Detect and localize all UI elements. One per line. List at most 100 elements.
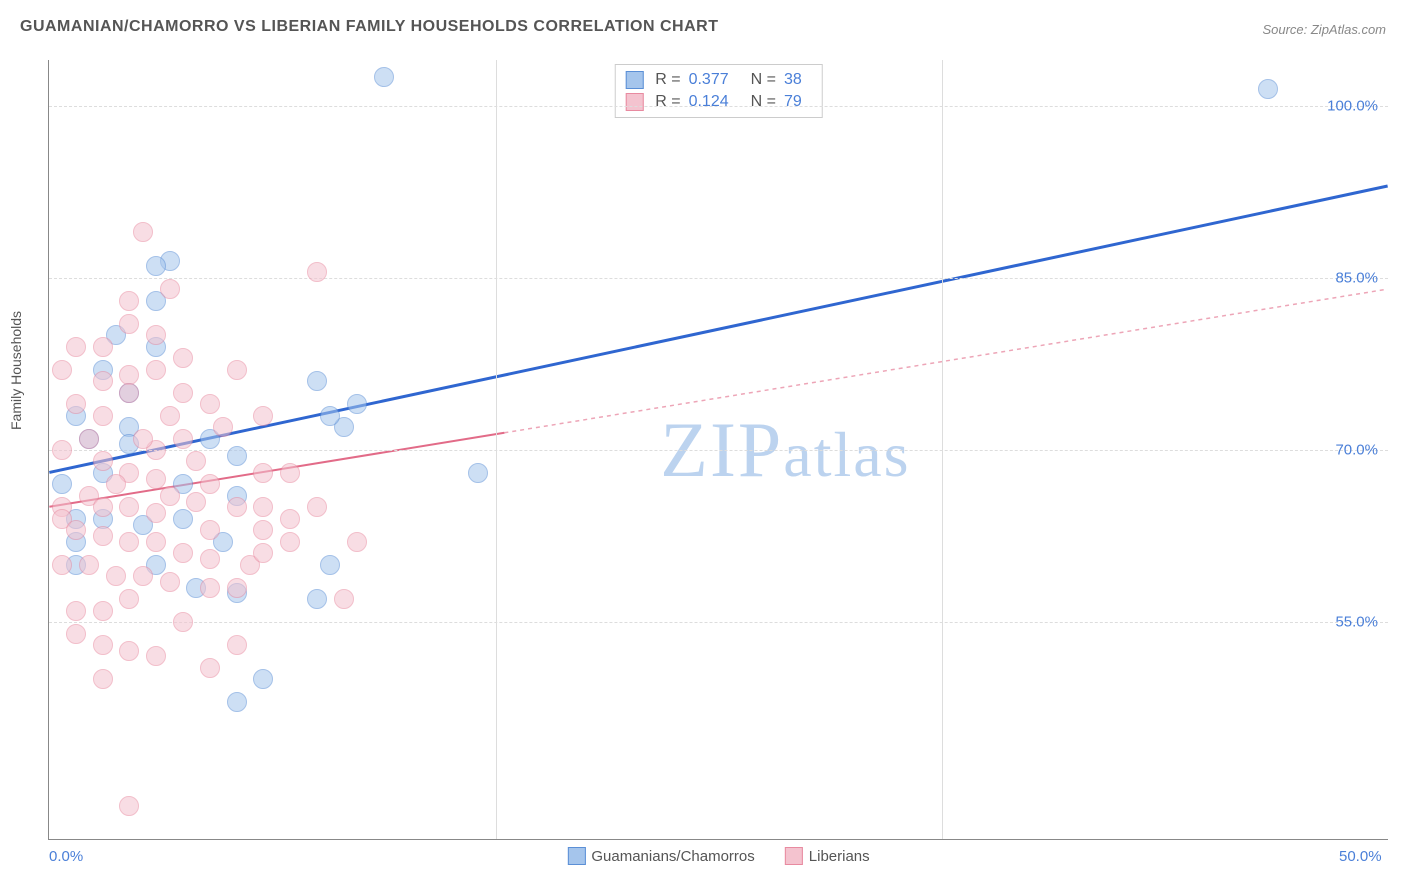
data-point [307, 371, 327, 391]
data-point [93, 669, 113, 689]
data-point [160, 279, 180, 299]
data-point [227, 446, 247, 466]
data-point [66, 520, 86, 540]
data-point [280, 463, 300, 483]
data-point [66, 394, 86, 414]
data-point [160, 572, 180, 592]
data-point [468, 463, 488, 483]
trend-line-solid [49, 433, 504, 507]
data-point [93, 451, 113, 471]
gridline-h [49, 450, 1388, 451]
data-point [133, 429, 153, 449]
data-point [347, 394, 367, 414]
stats-legend-box: R =0.377N =38R =0.124N =79 [614, 64, 823, 118]
xtick-label: 50.0% [1339, 848, 1382, 865]
bottom-legend: Guamanians/Chamorros Liberians [567, 847, 869, 865]
data-point [52, 360, 72, 380]
ytick-label: 55.0% [1335, 614, 1378, 631]
data-point [146, 532, 166, 552]
data-point [146, 503, 166, 523]
data-point [186, 492, 206, 512]
data-point [200, 520, 220, 540]
stat-n-label: N = [751, 93, 776, 111]
xtick-label: 0.0% [49, 848, 83, 865]
data-point [160, 486, 180, 506]
data-point [119, 796, 139, 816]
data-point [173, 612, 193, 632]
data-point [200, 474, 220, 494]
data-point [119, 383, 139, 403]
data-point [253, 497, 273, 517]
data-point [119, 497, 139, 517]
data-point [52, 555, 72, 575]
data-point [146, 256, 166, 276]
data-point [133, 566, 153, 586]
data-point [1258, 79, 1278, 99]
data-point [146, 325, 166, 345]
data-point [66, 601, 86, 621]
ytick-label: 70.0% [1335, 442, 1378, 459]
legend-swatch [625, 93, 643, 111]
legend-label: Liberians [809, 848, 870, 865]
data-point [119, 532, 139, 552]
data-point [280, 532, 300, 552]
data-point [173, 348, 193, 368]
data-point [253, 406, 273, 426]
y-axis-label: Family Households [8, 311, 24, 430]
data-point [93, 635, 113, 655]
data-point [173, 543, 193, 563]
source-label: Source: ZipAtlas.com [1262, 22, 1386, 37]
stat-n-value: 38 [784, 71, 802, 89]
data-point [79, 555, 99, 575]
chart-title: GUAMANIAN/CHAMORRO VS LIBERIAN FAMILY HO… [20, 18, 719, 36]
data-point [52, 474, 72, 494]
stat-r-value: 0.377 [689, 71, 729, 89]
data-point [106, 566, 126, 586]
stat-n-label: N = [751, 71, 776, 89]
data-point [133, 222, 153, 242]
data-point [320, 555, 340, 575]
data-point [93, 497, 113, 517]
data-point [146, 360, 166, 380]
data-point [307, 497, 327, 517]
data-point [146, 469, 166, 489]
data-point [374, 67, 394, 87]
legend-label: Guamanians/Chamorros [591, 848, 754, 865]
chart-container: GUAMANIAN/CHAMORRO VS LIBERIAN FAMILY HO… [0, 0, 1406, 892]
trend-line-dashed [504, 289, 1387, 433]
gridline-v [942, 60, 943, 839]
stat-r-value: 0.124 [689, 93, 729, 111]
data-point [93, 601, 113, 621]
gridline-h [49, 622, 1388, 623]
data-point [93, 337, 113, 357]
gridline-v [496, 60, 497, 839]
data-point [227, 635, 247, 655]
legend-swatch [785, 847, 803, 865]
data-point [186, 451, 206, 471]
legend-swatch [567, 847, 585, 865]
gridline-h [49, 106, 1388, 107]
data-point [160, 406, 180, 426]
data-point [200, 578, 220, 598]
legend-item: Liberians [785, 847, 870, 865]
data-point [119, 291, 139, 311]
data-point [173, 509, 193, 529]
data-point [307, 262, 327, 282]
data-point [347, 532, 367, 552]
data-point [280, 509, 300, 529]
data-point [146, 646, 166, 666]
data-point [93, 371, 113, 391]
data-point [66, 624, 86, 644]
stat-r-label: R = [655, 93, 680, 111]
data-point [227, 497, 247, 517]
data-point [200, 549, 220, 569]
plot-area: ZIPatlas R =0.377N =38R =0.124N =79 Guam… [48, 60, 1388, 840]
data-point [227, 578, 247, 598]
data-point [200, 658, 220, 678]
data-point [79, 429, 99, 449]
data-point [173, 383, 193, 403]
data-point [253, 669, 273, 689]
legend-item: Guamanians/Chamorros [567, 847, 754, 865]
data-point [52, 440, 72, 460]
ytick-label: 100.0% [1327, 97, 1378, 114]
